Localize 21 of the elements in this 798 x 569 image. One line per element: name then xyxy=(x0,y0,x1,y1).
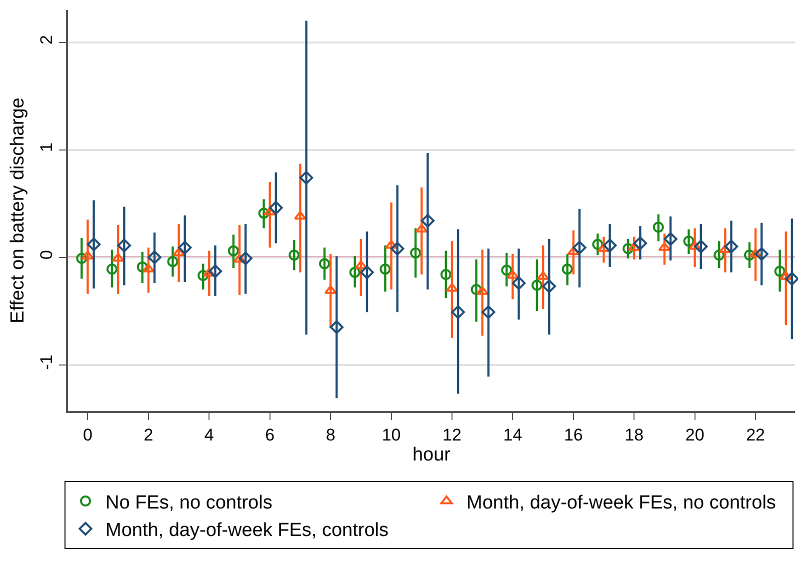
x-tick-label: 14 xyxy=(503,425,522,444)
x-tick-label: 10 xyxy=(382,425,401,444)
y-tick-label: 2 xyxy=(37,34,56,44)
x-tick-label: 6 xyxy=(265,425,275,444)
legend-label: Month, day-of-week FEs, controls xyxy=(106,520,388,542)
x-tick-label: 8 xyxy=(326,425,336,444)
x-tick-label: 18 xyxy=(624,425,644,444)
x-axis-title: hour xyxy=(412,444,452,466)
x-tick-label: 22 xyxy=(746,425,765,444)
x-tick-label: 16 xyxy=(564,425,583,444)
y-tick-label: 1 xyxy=(37,142,56,152)
y-axis-title: Effect on battery discharge xyxy=(8,98,29,324)
x-tick-label: 0 xyxy=(82,425,92,444)
y-tick-label: -1 xyxy=(37,354,56,370)
x-tick-label: 4 xyxy=(204,425,214,444)
x-tick-label: 20 xyxy=(685,425,704,444)
y-tick-label: 0 xyxy=(37,250,56,260)
legend-label: No FEs, no controls xyxy=(106,492,272,514)
x-tick-label: 12 xyxy=(442,425,462,444)
legend-label: Month, day-of-week FEs, no controls xyxy=(466,492,776,514)
x-tick-label: 2 xyxy=(144,425,154,444)
